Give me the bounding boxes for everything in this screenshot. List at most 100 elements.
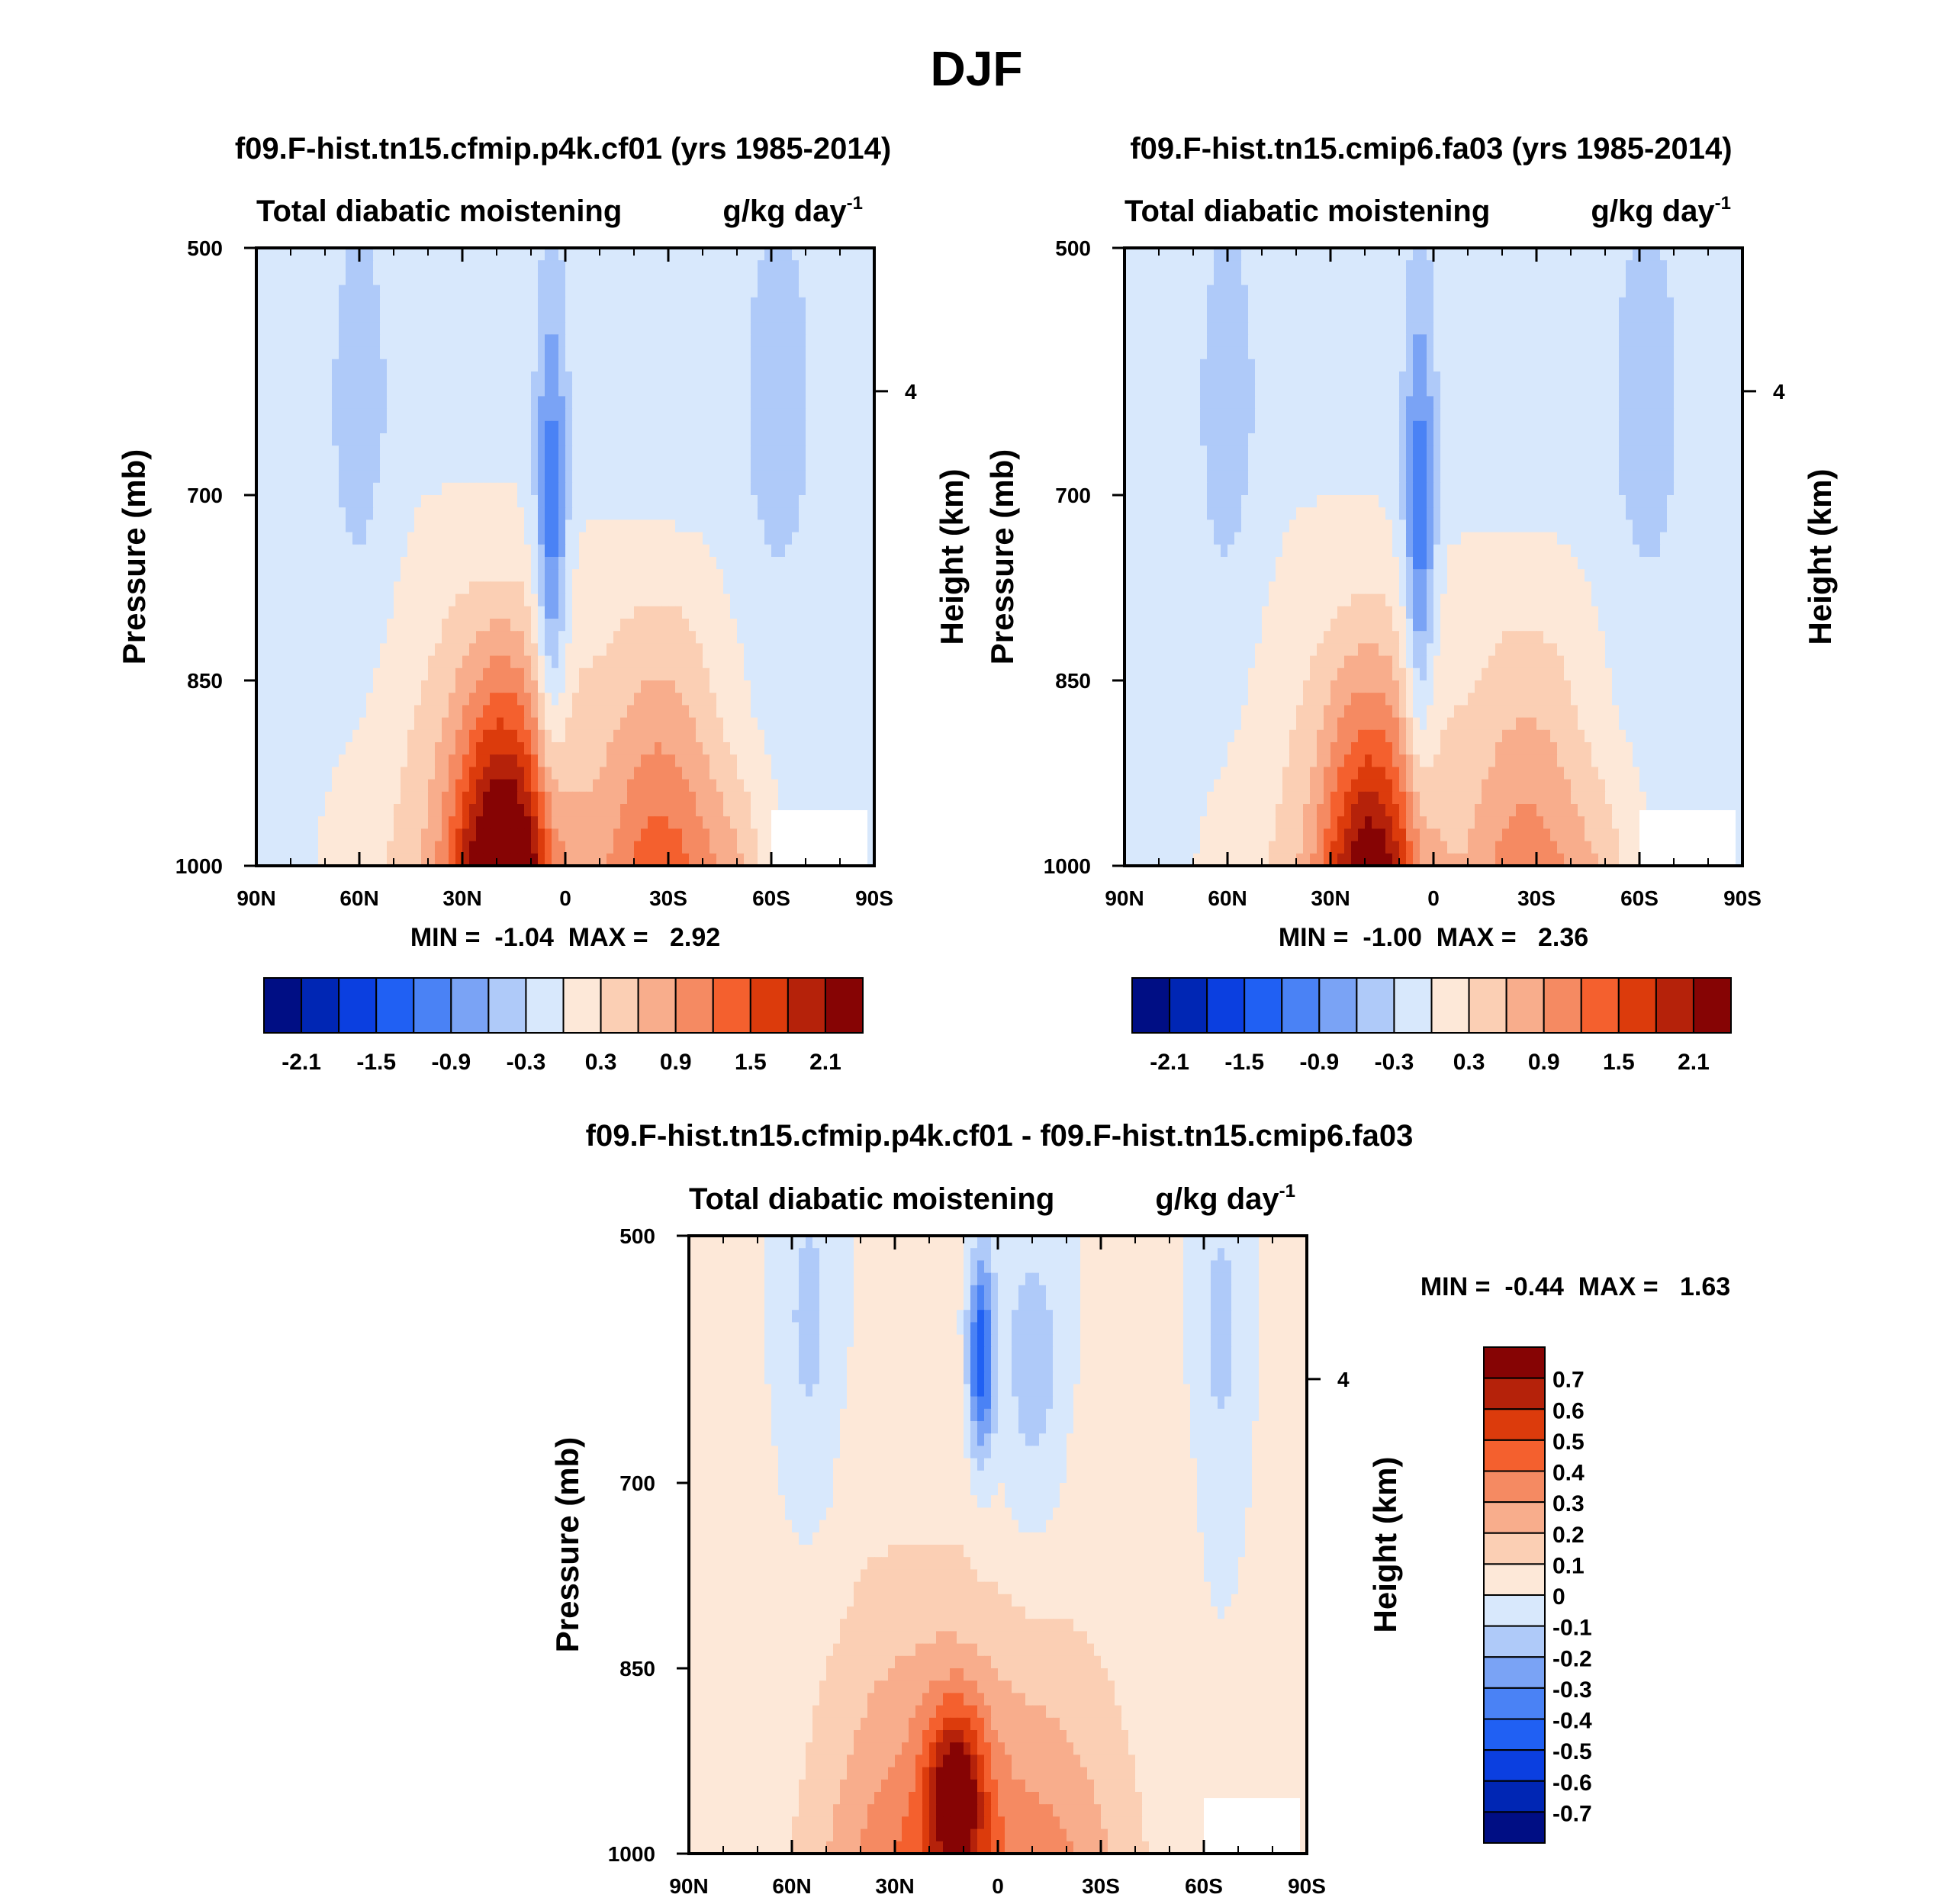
- field-cell: [661, 828, 669, 842]
- field-cell: [531, 767, 539, 780]
- field-cell: [318, 655, 326, 669]
- field-cell: [696, 742, 703, 755]
- field-cell: [744, 371, 751, 384]
- field-cell: [442, 705, 449, 719]
- field-cell: [792, 532, 800, 545]
- field-cell: [655, 779, 662, 793]
- field-cell: [737, 816, 745, 830]
- field-cell: [1516, 285, 1523, 298]
- field-cell: [442, 371, 449, 384]
- field-cell: [730, 693, 738, 706]
- field-cell: [256, 371, 264, 384]
- field-cell: [284, 667, 291, 681]
- field-cell: [764, 779, 772, 793]
- field-cell: [1495, 260, 1503, 274]
- field-cell: [854, 458, 861, 471]
- field-cell: [497, 619, 504, 632]
- field-cell: [421, 655, 429, 669]
- field-cell: [1646, 260, 1654, 274]
- field-cell: [1440, 272, 1448, 286]
- field-cell: [668, 445, 676, 459]
- field-cell: [552, 804, 559, 817]
- field-cell: [593, 248, 600, 261]
- field-cell: [318, 717, 326, 731]
- field-cell: [462, 680, 470, 693]
- field-cell: [819, 519, 827, 533]
- field-cell: [545, 310, 552, 323]
- field-cell: [1660, 272, 1668, 286]
- field-cell: [689, 285, 697, 298]
- field-cell: [545, 248, 552, 261]
- field-cell: [490, 248, 497, 261]
- field-cell: [346, 581, 353, 595]
- field-cell: [277, 420, 285, 434]
- field-cell: [696, 631, 703, 645]
- field-cell: [462, 507, 470, 521]
- field-cell: [504, 742, 511, 755]
- field-cell: [380, 544, 388, 558]
- field-cell: [696, 693, 703, 706]
- field-cell: [256, 631, 264, 645]
- field-cell: [483, 297, 491, 310]
- field-cell: [586, 420, 594, 434]
- field-cell: [449, 334, 456, 348]
- field-cell: [497, 767, 504, 780]
- field-cell: [723, 729, 731, 743]
- field-cell: [764, 816, 772, 830]
- field-cell: [1667, 260, 1675, 274]
- field-cell: [497, 742, 504, 755]
- field-cell: [352, 334, 360, 348]
- field-cell: [284, 581, 291, 595]
- field-cell: [703, 420, 710, 434]
- field-cell: [799, 384, 806, 397]
- field-cell: [387, 310, 394, 323]
- field-cell: [764, 346, 772, 360]
- field-cell: [346, 593, 353, 607]
- field-cell: [476, 346, 484, 360]
- field-cell: [1365, 248, 1372, 261]
- field-cell: [1303, 285, 1311, 298]
- field-cell: [751, 371, 758, 384]
- field-cell: [600, 804, 607, 817]
- field-cell: [572, 705, 580, 719]
- field-cell: [455, 779, 463, 793]
- field-cell: [799, 408, 806, 422]
- field-cell: [538, 322, 545, 336]
- field-cell: [627, 470, 635, 484]
- field-cell: [826, 334, 834, 348]
- field-cell: [600, 754, 607, 768]
- field-cell: [263, 619, 271, 632]
- field-cell: [421, 532, 429, 545]
- field-cell: [1688, 260, 1695, 274]
- field-cell: [682, 359, 690, 372]
- field-cell: [716, 791, 724, 805]
- field-cell: [517, 346, 525, 360]
- field-cell: [847, 371, 854, 384]
- field-cell: [483, 841, 491, 854]
- field-cell: [703, 260, 710, 274]
- field-cell: [531, 779, 539, 793]
- field-cell: [826, 767, 834, 780]
- field-cell: [442, 334, 449, 348]
- field-cell: [476, 581, 484, 595]
- field-cell: [277, 791, 285, 805]
- field-cell: [613, 816, 621, 830]
- field-cell: [696, 593, 703, 607]
- field-cell: [586, 507, 594, 521]
- field-cell: [737, 742, 745, 755]
- field-cell: [613, 507, 621, 521]
- field-cell: [318, 334, 326, 348]
- field-cell: [751, 667, 758, 681]
- field-cell: [634, 272, 642, 286]
- field-cell: [298, 346, 305, 360]
- field-cell: [339, 532, 346, 545]
- field-cell: [854, 260, 861, 274]
- field-cell: [751, 420, 758, 434]
- field-cell: [311, 297, 319, 310]
- field-cell: [600, 569, 607, 583]
- field-cell: [744, 544, 751, 558]
- field-cell: [627, 779, 635, 793]
- field-cell: [304, 334, 312, 348]
- field-cell: [565, 346, 573, 360]
- field-cell: [620, 767, 628, 780]
